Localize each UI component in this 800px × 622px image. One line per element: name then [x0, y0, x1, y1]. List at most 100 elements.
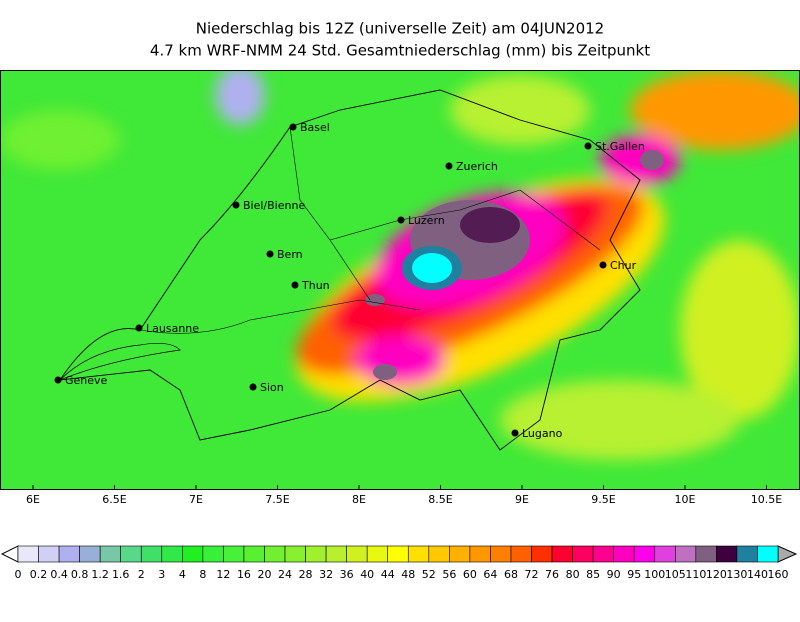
x-tick-label: 6.5E [102, 493, 126, 506]
city-marker [289, 123, 297, 131]
x-tick-label: 8.5E [428, 493, 452, 506]
colorbar-label: 64 [483, 568, 497, 581]
colorbar-label: 160 [768, 568, 789, 581]
city-label: Bern [277, 248, 303, 261]
colorbar-box [161, 545, 183, 563]
city-marker [445, 162, 453, 170]
colorbar-label: 76 [545, 568, 559, 581]
colorbar-box [79, 545, 101, 563]
colorbar-label: 1.2 [91, 568, 109, 581]
colorbar-box [284, 545, 306, 563]
x-tick-label: 8E [352, 493, 366, 506]
colorbar-box [305, 545, 327, 563]
city-marker [232, 201, 240, 209]
colorbar-label: 0 [15, 568, 22, 581]
x-tick-label: 7E [189, 493, 203, 506]
colorbar-box [716, 545, 738, 563]
colorbar-label: 44 [381, 568, 395, 581]
colorbar-label: 60 [463, 568, 477, 581]
colorbar-box [490, 545, 512, 563]
colorbar-box [120, 545, 142, 563]
colorbar-label: 48 [401, 568, 415, 581]
colorbar-label: 0.4 [50, 568, 68, 581]
city-layer: Basel Zuerich St.Gallen Biel/Bienne Luzern Be… [54, 121, 645, 440]
colorbar-box [633, 545, 656, 563]
colorbar-label: 36 [340, 568, 354, 581]
colorbar-label: 68 [504, 568, 518, 581]
colorbar-label: 90 [607, 568, 621, 581]
colorbar-label: 56 [442, 568, 456, 581]
colorbar-label: 72 [525, 568, 539, 581]
colorbar-box [469, 545, 491, 563]
colorbar-label: 4 [179, 568, 186, 581]
colorbar-label: 40 [360, 568, 374, 581]
city-marker [266, 250, 274, 258]
colorbar-box [695, 545, 717, 563]
colorbar-label: 85 [586, 568, 600, 581]
city-label: Zuerich [456, 160, 498, 173]
colorbar-box [17, 545, 39, 563]
colorbar-box [99, 545, 122, 563]
x-tick-label: 10E [675, 493, 696, 506]
colorbar: 0 0.2 0.4 0.8 1.2 1.6 2 3 4 8 12 16 20 24 28 32 36 40 44 48… [0, 545, 798, 581]
city-marker [599, 261, 607, 269]
colorbar-box [592, 545, 614, 563]
city-label: Lausanne [146, 322, 199, 335]
city-marker [291, 281, 299, 289]
colorbar-box [182, 545, 204, 563]
colorbar-label: 3 [158, 568, 165, 581]
x-axis: 6E 6.5E 7E 7.5E 8E 8.5E 9E 9.5E 10E 10.5E [26, 485, 782, 506]
x-tick-label: 9.5E [591, 493, 615, 506]
colorbar-box [613, 545, 635, 563]
colorbar-box [428, 545, 450, 563]
colorbar-arrow [777, 545, 798, 563]
colorbar-box [510, 545, 532, 563]
colorbar-box [38, 545, 60, 563]
colorbar-label: 130 [726, 568, 747, 581]
colorbar-label: 0.8 [71, 568, 89, 581]
colorbar-arrow [0, 545, 19, 563]
city-label: Basel [300, 121, 330, 134]
city-marker [584, 142, 592, 150]
city-label: Biel/Bienne [243, 199, 305, 212]
colorbar-box [551, 545, 573, 563]
city-marker [397, 216, 405, 224]
colorbar-box [736, 545, 758, 563]
colorbar-label: 140 [747, 568, 768, 581]
city-label: Geneve [65, 374, 108, 387]
colorbar-box [223, 545, 245, 563]
colorbar-label: 120 [706, 568, 727, 581]
colorbar-label: 100 [644, 568, 665, 581]
city-marker [249, 383, 257, 391]
colorbar-label: 12 [216, 568, 230, 581]
colorbar-label: 2 [138, 568, 145, 581]
colorbar-box [264, 545, 286, 563]
city-label: Lugano [522, 427, 563, 440]
colorbar-box [366, 545, 389, 563]
city-label: Luzern [408, 214, 445, 227]
colorbar-box [654, 545, 676, 563]
colorbar-box [346, 545, 368, 563]
x-tick-label: 6E [26, 493, 40, 506]
colorbar-box [140, 545, 163, 563]
precip-field [0, 70, 800, 490]
colorbar-label: 16 [237, 568, 251, 581]
city-marker [511, 429, 519, 437]
city-label: St.Gallen [595, 140, 645, 153]
title-line: Niederschlag bis 12Z (universelle Zeit) … [196, 20, 604, 38]
colorbar-box [202, 545, 224, 563]
colorbar-box [531, 545, 553, 563]
colorbar-box [757, 545, 779, 563]
colorbar-label: 28 [299, 568, 313, 581]
colorbar-box [674, 545, 697, 563]
x-tick-label: 10.5E [751, 493, 782, 506]
title-line: 4.7 km WRF-NMM 24 Std. Gesamtniederschla… [150, 42, 650, 60]
city-label: Chur [610, 259, 637, 272]
colorbar-box [58, 545, 80, 563]
colorbar-label: 52 [422, 568, 436, 581]
colorbar-label: 110 [685, 568, 706, 581]
city-marker [135, 324, 143, 332]
colorbar-label: 20 [257, 568, 271, 581]
city-marker [54, 376, 62, 384]
